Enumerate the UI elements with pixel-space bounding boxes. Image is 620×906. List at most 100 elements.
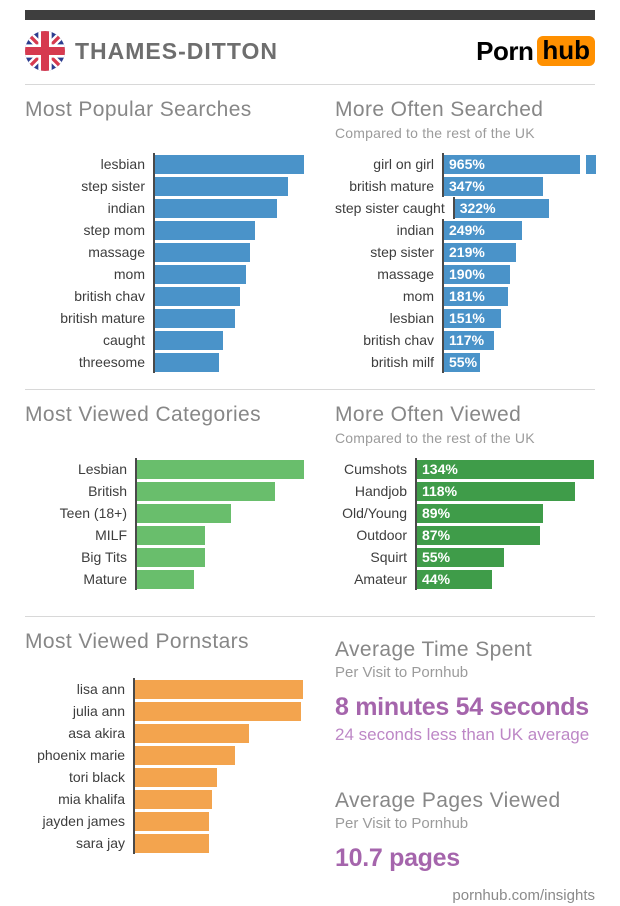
section-head: Most Viewed Categories bbox=[25, 403, 310, 458]
chart-row: Squirt 55% bbox=[335, 546, 595, 568]
bar: 965% bbox=[444, 154, 580, 174]
chart-row: British bbox=[25, 480, 310, 502]
bar-track bbox=[133, 744, 310, 766]
bar-track: 118% bbox=[415, 480, 595, 502]
chart-row: Big Tits bbox=[25, 546, 310, 568]
bar bbox=[135, 745, 235, 765]
chart-row: jayden james bbox=[25, 810, 310, 832]
most-popular-searches-column: Most Popular Searches lesbian step sister… bbox=[25, 98, 310, 373]
bar-label: jayden james bbox=[42, 813, 126, 829]
logo-text-porn: Porn bbox=[476, 35, 534, 66]
section-title: Most Viewed Categories bbox=[25, 403, 262, 426]
bar-label: Amateur bbox=[354, 571, 407, 587]
bar-value: 89% bbox=[422, 505, 451, 521]
stat-subtitle: Per Visit to Pornhub bbox=[335, 664, 469, 681]
bar-label: indian bbox=[396, 222, 434, 238]
bar-track bbox=[133, 832, 310, 854]
chart-row: mia khalifa bbox=[25, 788, 310, 810]
bar bbox=[135, 701, 301, 721]
chart-row: lisa ann bbox=[25, 678, 310, 700]
bar-track bbox=[135, 568, 310, 590]
section-title: Most Viewed Pornstars bbox=[25, 630, 249, 653]
bar-label: tori black bbox=[68, 769, 125, 785]
bar-label: MILF bbox=[95, 527, 127, 543]
bar-label: phoenix marie bbox=[37, 747, 125, 763]
bar-label: British bbox=[88, 483, 127, 499]
bar-track: 134% bbox=[415, 458, 595, 480]
bar-label: lesbian bbox=[100, 156, 145, 172]
chart-row: girl on girl 965% bbox=[335, 153, 596, 175]
bar-label: step mom bbox=[83, 222, 145, 238]
chart-row: british mature 347% bbox=[335, 175, 595, 197]
bar-track bbox=[133, 700, 310, 722]
bar-label: Cumshots bbox=[343, 461, 407, 477]
section-title: More Often Viewed bbox=[335, 403, 522, 426]
chart-row: mom bbox=[25, 263, 310, 285]
bar-track bbox=[153, 263, 310, 285]
bar bbox=[137, 547, 205, 567]
bar-value: 219% bbox=[449, 244, 485, 260]
bar-label: lesbian bbox=[389, 310, 434, 326]
bar bbox=[155, 198, 277, 218]
bar bbox=[155, 286, 240, 306]
bar-track: 55% bbox=[442, 351, 595, 373]
section-subtitle: Compared to the rest of the UK bbox=[335, 125, 535, 141]
bar-track bbox=[153, 329, 310, 351]
bar: 89% bbox=[417, 503, 543, 523]
chart-row: asa akira bbox=[25, 722, 310, 744]
bar-label: Big Tits bbox=[81, 549, 127, 565]
bar-track bbox=[133, 788, 310, 810]
chart-row: mom 181% bbox=[335, 285, 595, 307]
bar-track bbox=[135, 502, 310, 524]
bar bbox=[135, 767, 217, 787]
chart-row: sara jay bbox=[25, 832, 310, 854]
top-accent-bar bbox=[25, 10, 595, 20]
bar bbox=[137, 503, 231, 523]
bar-label: step sister bbox=[370, 244, 434, 260]
bar-label: mom bbox=[113, 266, 145, 282]
bar-track bbox=[135, 480, 310, 502]
bar-label: Squirt bbox=[370, 549, 407, 565]
bar-track: 347% bbox=[442, 175, 595, 197]
bar-track bbox=[135, 546, 310, 568]
bar: 44% bbox=[417, 569, 492, 589]
bar-track bbox=[153, 175, 310, 197]
chart-row: step sister caught 322% bbox=[335, 197, 595, 219]
bar-label: Handjob bbox=[354, 483, 407, 499]
stats-column: Average Time Spent Per Visit to Pornhub … bbox=[310, 630, 595, 873]
stat-subtitle: Per Visit to Pornhub bbox=[335, 815, 469, 832]
bar bbox=[135, 811, 209, 831]
bar-track bbox=[153, 219, 310, 241]
chart-row: Lesbian bbox=[25, 458, 310, 480]
chart-row: lesbian 151% bbox=[335, 307, 595, 329]
chart-row: Outdoor 87% bbox=[335, 524, 595, 546]
bar-track: 151% bbox=[442, 307, 595, 329]
bar-track: 89% bbox=[415, 502, 595, 524]
chart-row: tori black bbox=[25, 766, 310, 788]
chart-more-often-viewed: Cumshots 134% Handjob 118% Old/Young 89% Outdo… bbox=[335, 458, 595, 590]
bar: 118% bbox=[417, 481, 575, 501]
chart-most-popular-searches: lesbian step sister indian step mom massage m… bbox=[25, 153, 310, 373]
chart-row: step sister bbox=[25, 175, 310, 197]
bar: 347% bbox=[444, 176, 543, 196]
bar-track: 190% bbox=[442, 263, 595, 285]
chart-more-often-searched: girl on girl 965% british mature 347% step s… bbox=[335, 153, 596, 373]
bar-value: 190% bbox=[449, 266, 485, 282]
chart-row: MILF bbox=[25, 524, 310, 546]
bar-label: Mature bbox=[83, 571, 127, 587]
section-head: Most Popular Searches bbox=[25, 98, 310, 153]
bar-value: 347% bbox=[449, 178, 485, 194]
stat-time-spent: Average Time Spent Per Visit to Pornhub … bbox=[335, 638, 595, 745]
footer-url: pornhub.com/insights bbox=[452, 887, 595, 904]
bar-track: 322% bbox=[452, 197, 595, 219]
bar bbox=[155, 308, 235, 328]
bar-value: 55% bbox=[449, 354, 478, 370]
bar-track: 44% bbox=[415, 568, 595, 590]
chart-row: phoenix marie bbox=[25, 744, 310, 766]
bar-track bbox=[133, 766, 310, 788]
stat-note: 24 seconds less than UK average bbox=[335, 725, 590, 744]
bar-value: 117% bbox=[449, 332, 485, 348]
section-divider bbox=[25, 616, 595, 617]
bar bbox=[135, 789, 212, 809]
bar bbox=[137, 569, 194, 589]
